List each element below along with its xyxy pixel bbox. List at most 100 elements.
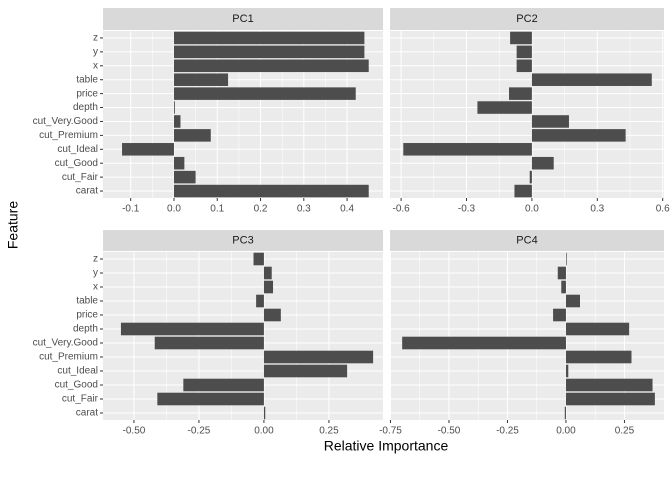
bar <box>514 184 532 198</box>
y-tick-label: cut_Ideal <box>57 366 98 377</box>
y-tick-label: depth <box>73 102 98 113</box>
bar <box>565 252 567 266</box>
y-tick-label: z <box>93 254 98 265</box>
x-tick-label: -0.50 <box>438 426 461 437</box>
strip <box>103 8 383 30</box>
panel-title: PC2 <box>516 13 537 25</box>
strip <box>390 230 664 251</box>
y-tick-label: y <box>93 47 98 58</box>
bar <box>263 280 274 294</box>
y-tick-label: cut_Ideal <box>57 144 98 155</box>
x-axis-title: Relative Importance <box>324 438 449 454</box>
x-tick-label: 0.00 <box>254 426 274 437</box>
bar <box>183 378 264 392</box>
panel-title: PC1 <box>232 13 253 25</box>
bar <box>557 266 566 280</box>
bar <box>510 31 532 45</box>
bar <box>553 308 566 322</box>
x-tick-label: 0.0 <box>525 204 539 215</box>
bar <box>516 45 532 59</box>
x-tick-label: -0.6 <box>392 204 410 215</box>
x-tick-label: -0.1 <box>122 204 140 215</box>
x-tick-label: 0.6 <box>656 204 670 215</box>
y-tick-label: carat <box>76 186 98 197</box>
bar <box>565 350 632 364</box>
y-tick-label: z <box>93 33 98 44</box>
panel <box>103 252 383 420</box>
bar <box>263 406 266 420</box>
bar <box>173 73 229 86</box>
y-axis-title: Feature <box>5 201 21 249</box>
bar <box>173 59 369 73</box>
bar <box>564 406 566 420</box>
panel-title: PC3 <box>232 234 253 246</box>
x-tick-label: -0.50 <box>123 426 146 437</box>
x-tick-label: -0.25 <box>496 426 519 437</box>
y-tick-label: cut_Fair <box>62 394 99 405</box>
y-tick-label: table <box>76 74 98 85</box>
x-tick-label: 0.3 <box>297 204 311 215</box>
x-tick-label: 0.2 <box>254 204 268 215</box>
bar <box>565 392 655 406</box>
x-tick-label: 0.25 <box>319 426 339 437</box>
x-tick-label: 0.4 <box>340 204 354 215</box>
panel <box>103 31 383 198</box>
bar <box>561 280 566 294</box>
bar <box>529 170 532 184</box>
bar <box>253 252 264 266</box>
y-tick-label: cut_Fair <box>62 172 99 183</box>
bar <box>173 115 181 128</box>
bar <box>531 129 626 142</box>
bar <box>565 364 569 378</box>
bar <box>263 350 374 364</box>
bar <box>173 31 365 45</box>
bar <box>173 45 365 59</box>
bar <box>173 129 211 142</box>
y-tick-label: y <box>93 268 98 279</box>
bar <box>509 87 532 100</box>
y-tick-label: cut_Good <box>55 380 98 391</box>
bar <box>154 336 264 350</box>
bar <box>477 101 532 114</box>
y-tick-label: cut_Premium <box>39 352 98 363</box>
bar <box>263 308 281 322</box>
y-tick-label: cut_Very.Good <box>33 338 98 349</box>
bar <box>157 392 264 406</box>
x-tick-label: 0.00 <box>556 426 576 437</box>
bar <box>173 87 356 100</box>
bar <box>173 156 185 170</box>
y-tick-label: x <box>93 60 98 71</box>
panel <box>390 31 664 198</box>
strip <box>390 8 664 30</box>
bar <box>173 170 196 184</box>
y-tick-label: cut_Very.Good <box>33 116 98 127</box>
bar <box>263 364 348 378</box>
panel <box>390 252 664 420</box>
y-tick-label: price <box>76 310 98 321</box>
bar <box>531 73 652 86</box>
bar <box>565 322 630 336</box>
x-tick-label: 0.25 <box>615 426 635 437</box>
bar <box>120 322 264 336</box>
strip <box>103 230 383 251</box>
bar <box>173 184 369 198</box>
bar <box>565 378 653 392</box>
bar <box>531 115 569 128</box>
x-tick-label: 0.0 <box>167 204 181 215</box>
x-tick-label: -0.3 <box>458 204 476 215</box>
bar <box>402 336 566 350</box>
y-tick-label: depth <box>73 324 98 335</box>
x-tick-label: 0.3 <box>590 204 604 215</box>
bar <box>565 294 580 308</box>
bar <box>531 156 554 170</box>
bar <box>516 59 532 73</box>
bar <box>263 266 272 280</box>
x-tick-label: -0.25 <box>188 426 211 437</box>
bar <box>122 143 174 156</box>
bar <box>173 101 175 114</box>
panel-title: PC4 <box>516 234 537 246</box>
bar <box>403 143 532 156</box>
y-tick-label: x <box>93 282 98 293</box>
y-tick-label: price <box>76 88 98 99</box>
